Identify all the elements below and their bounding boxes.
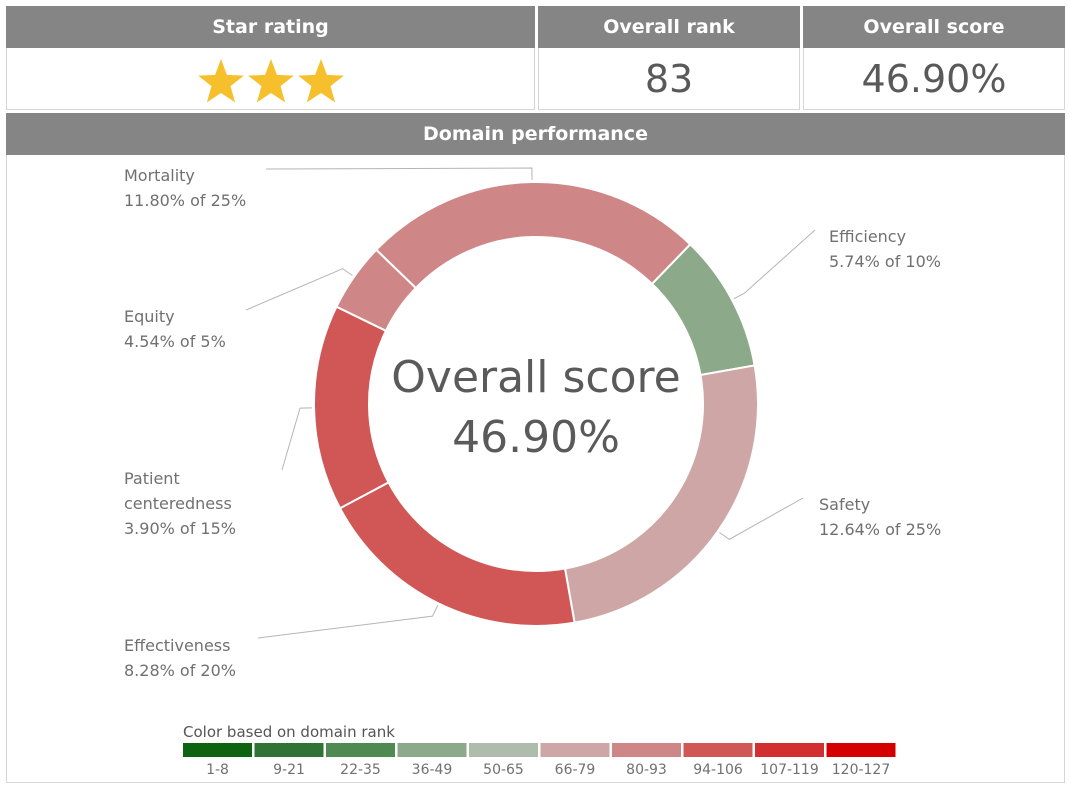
legend-label: 1-8 xyxy=(206,762,229,778)
leader-line-mortality xyxy=(265,167,533,181)
star-icon xyxy=(197,58,244,102)
overall-rank-body: 83 xyxy=(538,48,800,110)
overall-score-header: Overall score xyxy=(803,6,1065,48)
overall-rank-panel: Overall rank 83 xyxy=(538,6,800,110)
legend-swatch xyxy=(397,743,467,757)
leader-line-efficiency xyxy=(733,229,816,300)
legend-swatch xyxy=(612,743,681,757)
leader-line-patient-centeredness xyxy=(281,407,313,471)
legend-title: Color based on domain rank xyxy=(183,723,395,741)
slice-label-value: 5.74% of 10% xyxy=(829,252,941,271)
slice-label-value: 8.28% of 20% xyxy=(124,661,236,680)
leader-line-safety xyxy=(719,497,804,540)
legend-label: 107-119 xyxy=(760,762,819,778)
overall-score-body: 46.90% xyxy=(803,48,1065,110)
slice-label-name: Mortality xyxy=(124,166,195,185)
slice-label-name: centeredness xyxy=(124,494,232,513)
star-icon xyxy=(247,58,294,102)
overall-rank-header: Overall rank xyxy=(538,6,800,48)
legend-swatch xyxy=(683,743,753,757)
domain-performance-header: Domain performance xyxy=(6,113,1065,155)
slice-label-name: Effectiveness xyxy=(124,636,230,655)
overall-rank-value: 83 xyxy=(644,56,694,101)
leader-line-equity xyxy=(245,268,353,311)
legend-label: 36-49 xyxy=(412,762,453,778)
legend-swatch xyxy=(326,743,395,757)
legend-label: 22-35 xyxy=(340,762,381,778)
donut-slice-mortality[interactable] xyxy=(374,181,692,290)
leader-line-effectiveness xyxy=(257,605,439,639)
star-icon xyxy=(297,58,344,102)
legend-swatch xyxy=(826,743,896,757)
slice-label-value: 3.90% of 15% xyxy=(124,519,236,538)
slice-label-name: Safety xyxy=(819,495,870,514)
star-rating xyxy=(197,58,345,104)
legend-label: 94-106 xyxy=(693,762,743,778)
legend-swatch xyxy=(540,743,610,757)
domain-performance-panel: Domain performance xyxy=(6,113,1065,783)
slice-label-value: 11.80% of 25% xyxy=(124,191,246,210)
overall-score-panel: Overall score 46.90% xyxy=(803,6,1065,110)
slice-label-name: Patient xyxy=(124,469,180,488)
center-label-title: Overall score xyxy=(391,352,680,403)
legend-label: 66-79 xyxy=(555,762,596,778)
legend-swatch xyxy=(755,743,824,757)
star-rating-header: Star rating xyxy=(6,6,535,48)
slice-label-value: 12.64% of 25% xyxy=(819,520,941,539)
donut-slice-patient-centeredness[interactable] xyxy=(313,305,390,510)
legend-swatch xyxy=(254,743,324,757)
donut-slice-safety[interactable] xyxy=(563,364,759,624)
star-rating-panel: Star rating xyxy=(6,6,535,110)
slice-label-name: Equity xyxy=(124,307,175,326)
legend-label: 50-65 xyxy=(483,762,524,778)
domain-performance-body xyxy=(6,155,1065,783)
legend-label: 9-21 xyxy=(273,762,305,778)
legend-label: 80-93 xyxy=(626,762,667,778)
slice-label-name: Efficiency xyxy=(829,227,906,246)
legend-swatch xyxy=(469,743,538,757)
overall-score-value: 46.90% xyxy=(861,56,1007,101)
legend-swatch xyxy=(183,743,252,757)
star-rating-body xyxy=(6,48,535,110)
donut-slice-effectiveness[interactable] xyxy=(338,481,576,627)
center-label-value: 46.90% xyxy=(452,412,620,463)
legend-label: 120-127 xyxy=(832,762,891,778)
slice-label-value: 4.54% of 5% xyxy=(124,332,226,351)
